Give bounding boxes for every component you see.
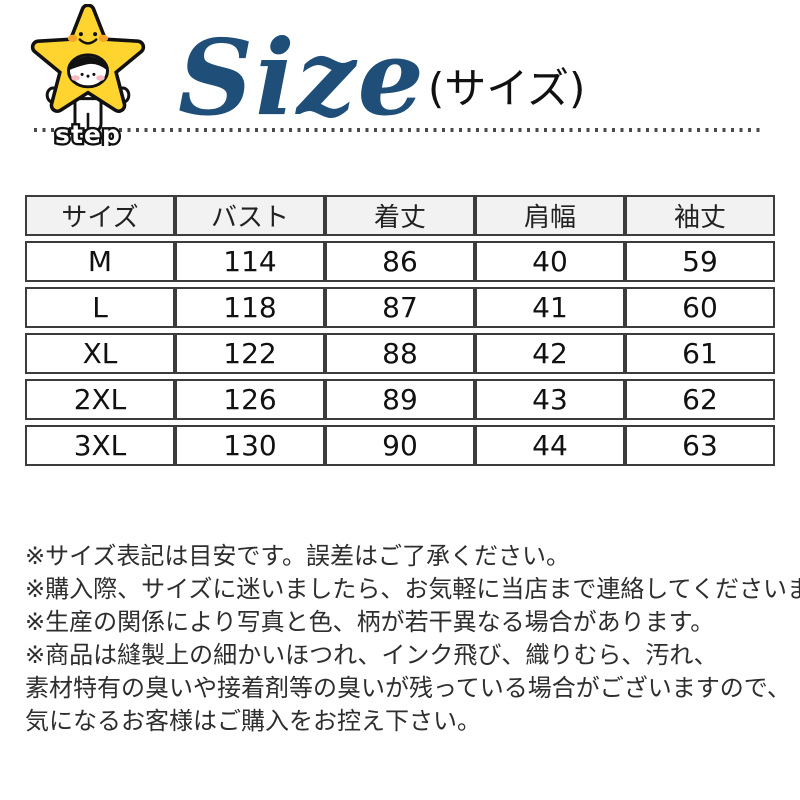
brand-name: step	[55, 120, 121, 146]
col-header-length: 着丈	[325, 195, 475, 236]
cell-shoulder: 43	[475, 379, 625, 420]
cell-sleeve: 63	[625, 425, 775, 466]
cell-shoulder: 42	[475, 333, 625, 374]
cell-sleeve: 60	[625, 287, 775, 328]
cell-shoulder: 40	[475, 241, 625, 282]
star-mascot-icon: step	[30, 3, 146, 151]
brand-logo: step	[28, 3, 148, 151]
cell-length: 87	[325, 287, 475, 328]
size-table: サイズ バスト 着丈 肩幅 袖丈 M 114 86 40 59 L 118 87…	[25, 190, 775, 471]
cell-size: L	[25, 287, 175, 328]
title-script: Size	[178, 15, 426, 139]
cell-bust: 122	[175, 333, 325, 374]
cell-sleeve: 62	[625, 379, 775, 420]
cell-bust: 126	[175, 379, 325, 420]
cell-size: M	[25, 241, 175, 282]
note-line: ※購入際、サイズに迷いましたら、お気軽に当店まで連絡してくださいませ	[25, 575, 800, 603]
note-line: ※商品は縫製上の細かいほつれ、インク飛び、織りむら、汚れ、	[25, 641, 718, 669]
cell-length: 86	[325, 241, 475, 282]
note-line: 素材特有の臭いや接着剤等の臭いが残っている場合がございますので、	[25, 674, 791, 702]
cell-shoulder: 44	[475, 425, 625, 466]
cell-length: 88	[325, 333, 475, 374]
dotted-separator	[34, 128, 760, 132]
table-row: 3XL 130 90 44 63	[25, 425, 775, 466]
cell-length: 89	[325, 379, 475, 420]
cell-length: 90	[325, 425, 475, 466]
col-header-size: サイズ	[25, 195, 175, 236]
table-row: L 118 87 41 60	[25, 287, 775, 328]
note-line: 気になるお客様はご購入をお控え下さい。	[25, 707, 481, 735]
cell-bust: 130	[175, 425, 325, 466]
cell-sleeve: 59	[625, 241, 775, 282]
title-japanese: (サイズ)	[427, 64, 586, 113]
col-header-sleeve: 袖丈	[625, 195, 775, 236]
table-row: XL 122 88 42 61	[25, 333, 775, 374]
col-header-shoulder: 肩幅	[475, 195, 625, 236]
cell-size: 3XL	[25, 425, 175, 466]
disclaimer-notes: ※サイズ表記は目安です。誤差はご了承ください。 ※購入際、サイズに迷いましたら、…	[25, 540, 800, 738]
table-row: M 114 86 40 59	[25, 241, 775, 282]
cell-shoulder: 41	[475, 287, 625, 328]
col-header-bust: バスト	[175, 195, 325, 236]
table-row: 2XL 126 89 43 62	[25, 379, 775, 420]
table-header-row: サイズ バスト 着丈 肩幅 袖丈	[25, 195, 775, 236]
cell-sleeve: 61	[625, 333, 775, 374]
page-title: Size (サイズ)	[178, 0, 585, 132]
note-line: ※生産の関係により写真と色、柄が若干異なる場合があります。	[25, 608, 715, 636]
cell-size: 2XL	[25, 379, 175, 420]
cell-size: XL	[25, 333, 175, 374]
cell-bust: 114	[175, 241, 325, 282]
note-line: ※サイズ表記は目安です。誤差はご了承ください。	[25, 542, 570, 570]
cell-bust: 118	[175, 287, 325, 328]
